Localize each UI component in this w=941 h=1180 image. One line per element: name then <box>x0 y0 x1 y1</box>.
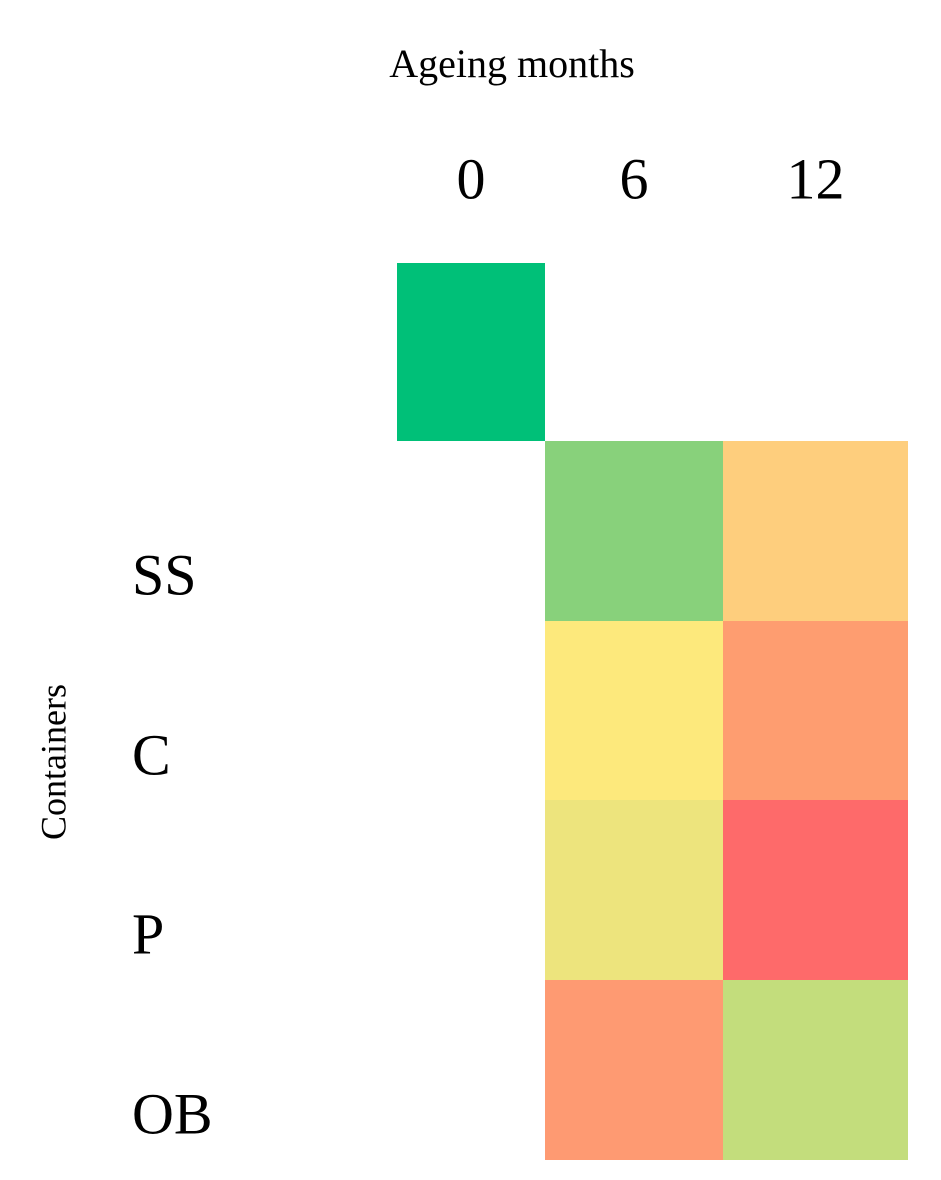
heatmap-cell <box>397 263 545 441</box>
heatmap-cell <box>545 800 723 980</box>
heatmap-cell <box>545 621 723 800</box>
heatmap-cell <box>723 980 908 1160</box>
row-label: P <box>132 901 164 966</box>
heatmap-cell <box>723 800 908 980</box>
column-label: 0 <box>457 146 486 211</box>
row-label: SS <box>132 542 197 607</box>
heatmap-cell <box>545 980 723 1160</box>
row-label: C <box>132 722 171 787</box>
heatmap-cell <box>723 441 908 621</box>
heatmap-cell <box>723 621 908 800</box>
chart-title: Ageing months <box>389 41 635 86</box>
heatmap-cell <box>545 441 723 621</box>
column-label: 6 <box>620 146 649 211</box>
y-axis-label: Containers <box>33 684 73 840</box>
row-label: OB <box>132 1081 213 1146</box>
column-label: 12 <box>787 146 845 211</box>
